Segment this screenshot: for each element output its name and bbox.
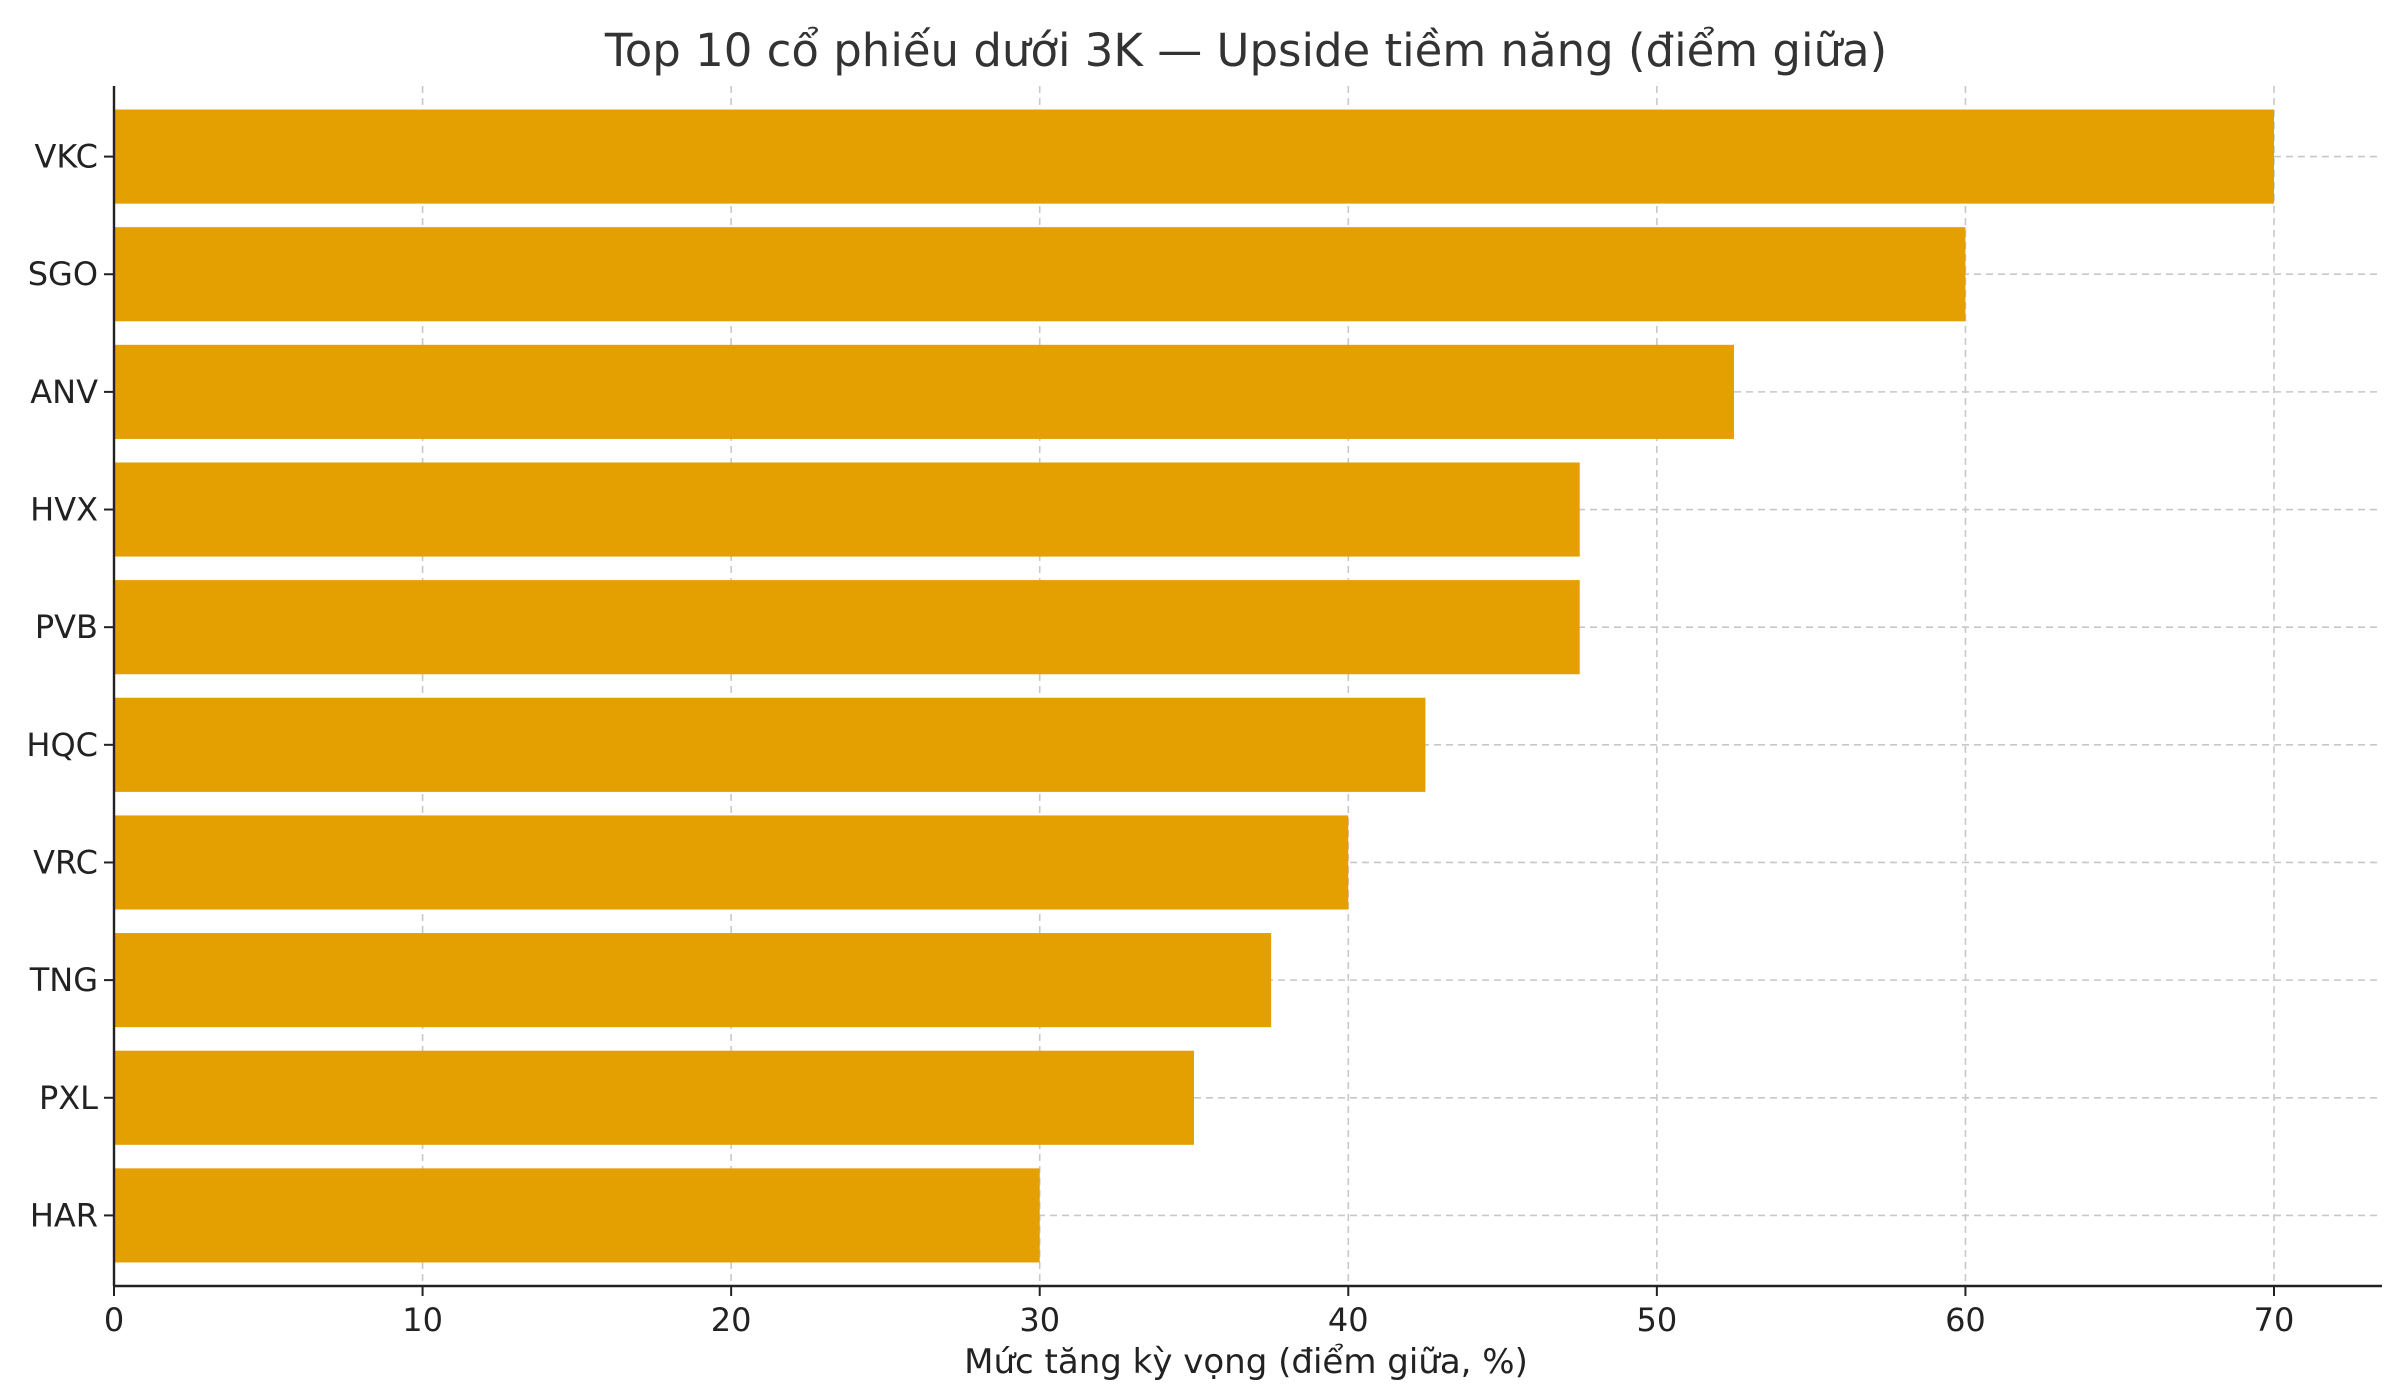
bar-tng bbox=[114, 933, 1272, 1028]
y-tick-label-hvx: HVX bbox=[30, 491, 98, 529]
bar-hqc bbox=[114, 697, 1426, 792]
x-tick-label: 10 bbox=[402, 1301, 443, 1339]
x-tick-label: 20 bbox=[711, 1301, 752, 1339]
bar-pxl bbox=[114, 1050, 1194, 1145]
y-tick-label-har: HAR bbox=[30, 1196, 98, 1234]
y-tick-label-vrc: VRC bbox=[33, 843, 98, 881]
y-tick-label-hqc: HQC bbox=[26, 726, 98, 764]
bar-har bbox=[114, 1168, 1040, 1263]
y-tick-label-sgo: SGO bbox=[28, 255, 98, 293]
bar-hvx bbox=[114, 462, 1580, 557]
x-tick-label: 40 bbox=[1328, 1301, 1369, 1339]
y-ticks: VKC SGO ANV HVX PVB HQC VRC TNG PXL HAR bbox=[26, 138, 114, 1234]
bar-sgo bbox=[114, 227, 1966, 322]
x-tick-label: 0 bbox=[104, 1301, 124, 1339]
bar-vrc bbox=[114, 815, 1349, 910]
x-axis-label: Mức tăng kỳ vọng (điểm giữa, %) bbox=[964, 1342, 1528, 1382]
bar-anv bbox=[114, 344, 1734, 439]
x-tick-label: 60 bbox=[1945, 1301, 1986, 1339]
bars bbox=[114, 109, 2274, 1263]
y-tick-label-tng: TNG bbox=[29, 961, 98, 999]
y-tick-label-pvb: PVB bbox=[35, 608, 98, 646]
bar-vkc bbox=[114, 109, 2274, 204]
x-ticks: 0 10 20 30 40 50 60 70 bbox=[104, 1286, 2295, 1339]
x-tick-label: 30 bbox=[1019, 1301, 1060, 1339]
bar-pvb bbox=[114, 580, 1580, 675]
x-tick-label: 70 bbox=[2254, 1301, 2295, 1339]
y-tick-label-vkc: VKC bbox=[35, 138, 98, 176]
y-tick-label-anv: ANV bbox=[30, 373, 98, 411]
chart-title: Top 10 cổ phiếu dưới 3K — Upside tiềm nă… bbox=[604, 24, 1887, 77]
y-tick-label-pxl: PXL bbox=[39, 1079, 98, 1117]
x-tick-label: 50 bbox=[1636, 1301, 1677, 1339]
axes bbox=[112, 86, 2382, 1288]
